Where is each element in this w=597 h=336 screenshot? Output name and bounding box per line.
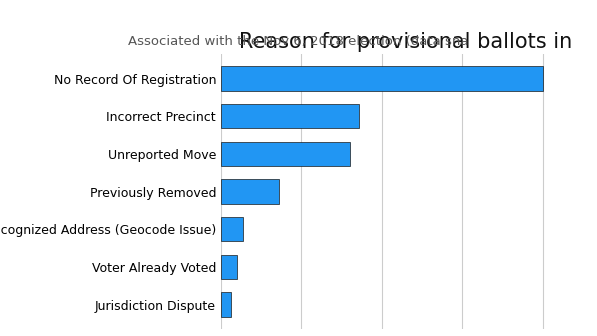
Bar <box>221 66 543 91</box>
Bar <box>221 141 350 166</box>
Text: Associated with the Nov 6, 2018 election (data sna: Associated with the Nov 6, 2018 election… <box>128 35 469 48</box>
Bar <box>221 292 230 317</box>
Bar <box>221 179 279 204</box>
Bar <box>221 104 359 128</box>
Title: Reason for provisional ballots in: Reason for provisional ballots in <box>239 32 573 52</box>
Bar <box>221 255 237 279</box>
Bar <box>221 217 244 242</box>
